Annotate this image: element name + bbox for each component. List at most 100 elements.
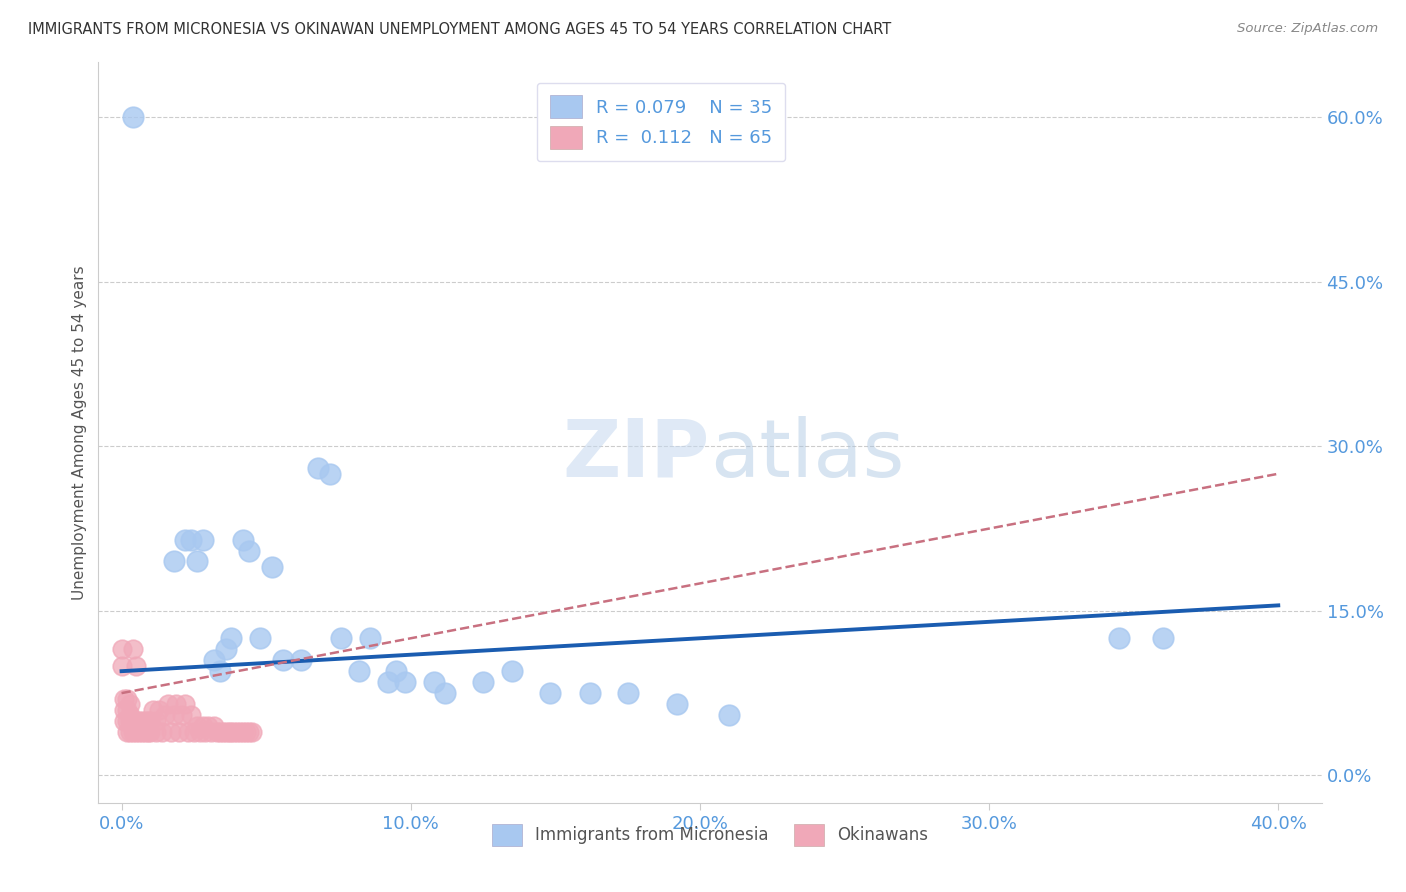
Point (128, 724, 150, 739)
Y-axis label: Unemployment Among Ages 45 to 54 years: Unemployment Among Ages 45 to 54 years (72, 265, 87, 600)
Point (162, 554, 184, 568)
Point (131, 714, 153, 728)
Point (221, 632, 243, 646)
Point (249, 632, 271, 646)
Point (385, 664, 408, 678)
Point (180, 533, 202, 547)
Point (142, 702, 165, 716)
Point (110, 658, 132, 673)
Point (235, 724, 257, 739)
Point (166, 697, 188, 711)
Point (114, 702, 136, 716)
Point (579, 686, 602, 700)
Point (183, 724, 205, 739)
Point (1108, 632, 1130, 646)
Point (122, 110, 145, 124)
Point (148, 702, 170, 716)
Point (174, 533, 197, 547)
Point (224, 724, 246, 739)
Point (202, 653, 225, 667)
Point (307, 461, 329, 475)
Point (125, 714, 148, 728)
Point (229, 724, 252, 739)
Point (162, 708, 184, 723)
Point (434, 686, 457, 700)
Point (169, 724, 191, 739)
Point (200, 724, 222, 739)
Point (117, 724, 139, 739)
Point (125, 658, 148, 673)
Point (122, 724, 145, 739)
Point (172, 708, 194, 723)
Point (114, 691, 136, 706)
Point (191, 533, 214, 547)
Point (211, 724, 233, 739)
Point (1152, 632, 1174, 646)
Point (145, 714, 167, 728)
Point (260, 560, 283, 574)
Legend: Immigrants from Micronesia, Okinawans: Immigrants from Micronesia, Okinawans (481, 813, 939, 857)
Point (153, 708, 176, 723)
Point (120, 708, 142, 723)
Point (717, 708, 740, 723)
Point (501, 664, 523, 678)
Point (117, 691, 139, 706)
Point (205, 724, 228, 739)
Point (616, 686, 638, 700)
Point (128, 714, 150, 728)
Point (238, 543, 260, 558)
Text: atlas: atlas (710, 416, 904, 494)
Point (359, 632, 381, 646)
Point (238, 724, 260, 739)
Point (290, 653, 312, 667)
Point (665, 697, 688, 711)
Point (122, 714, 145, 728)
Point (139, 724, 162, 739)
Point (208, 664, 231, 678)
Text: ZIP: ZIP (562, 416, 710, 494)
Point (538, 686, 561, 700)
Point (232, 533, 254, 547)
Point (218, 724, 240, 739)
Point (156, 697, 179, 711)
Point (194, 724, 217, 739)
Point (131, 724, 153, 739)
Text: Source: ZipAtlas.com: Source: ZipAtlas.com (1237, 22, 1378, 36)
Point (221, 724, 243, 739)
Text: IMMIGRANTS FROM MICRONESIA VS OKINAWAN UNEMPLOYMENT AMONG AGES 45 TO 54 YEARS CO: IMMIGRANTS FROM MICRONESIA VS OKINAWAN U… (28, 22, 891, 37)
Point (472, 675, 495, 690)
Point (180, 708, 202, 723)
Point (208, 724, 231, 739)
Point (120, 714, 142, 728)
Point (110, 642, 132, 657)
Point (120, 724, 142, 739)
Point (136, 714, 159, 728)
Point (117, 714, 139, 728)
Point (134, 724, 156, 739)
Point (174, 697, 197, 711)
Point (330, 632, 353, 646)
Point (114, 714, 136, 728)
Point (214, 642, 236, 657)
Point (186, 554, 208, 568)
Point (197, 719, 219, 733)
Point (122, 642, 145, 657)
Point (186, 719, 208, 733)
Point (202, 719, 225, 733)
Point (117, 702, 139, 716)
Point (319, 467, 342, 481)
Point (136, 724, 159, 739)
Point (150, 724, 173, 739)
Point (134, 714, 156, 728)
Point (347, 664, 370, 678)
Point (125, 724, 148, 739)
Point (214, 724, 236, 739)
Point (191, 719, 214, 733)
Point (240, 724, 263, 739)
Point (273, 653, 295, 667)
Point (120, 697, 142, 711)
Point (159, 724, 181, 739)
Point (226, 724, 249, 739)
Point (394, 675, 416, 690)
Point (139, 714, 162, 728)
